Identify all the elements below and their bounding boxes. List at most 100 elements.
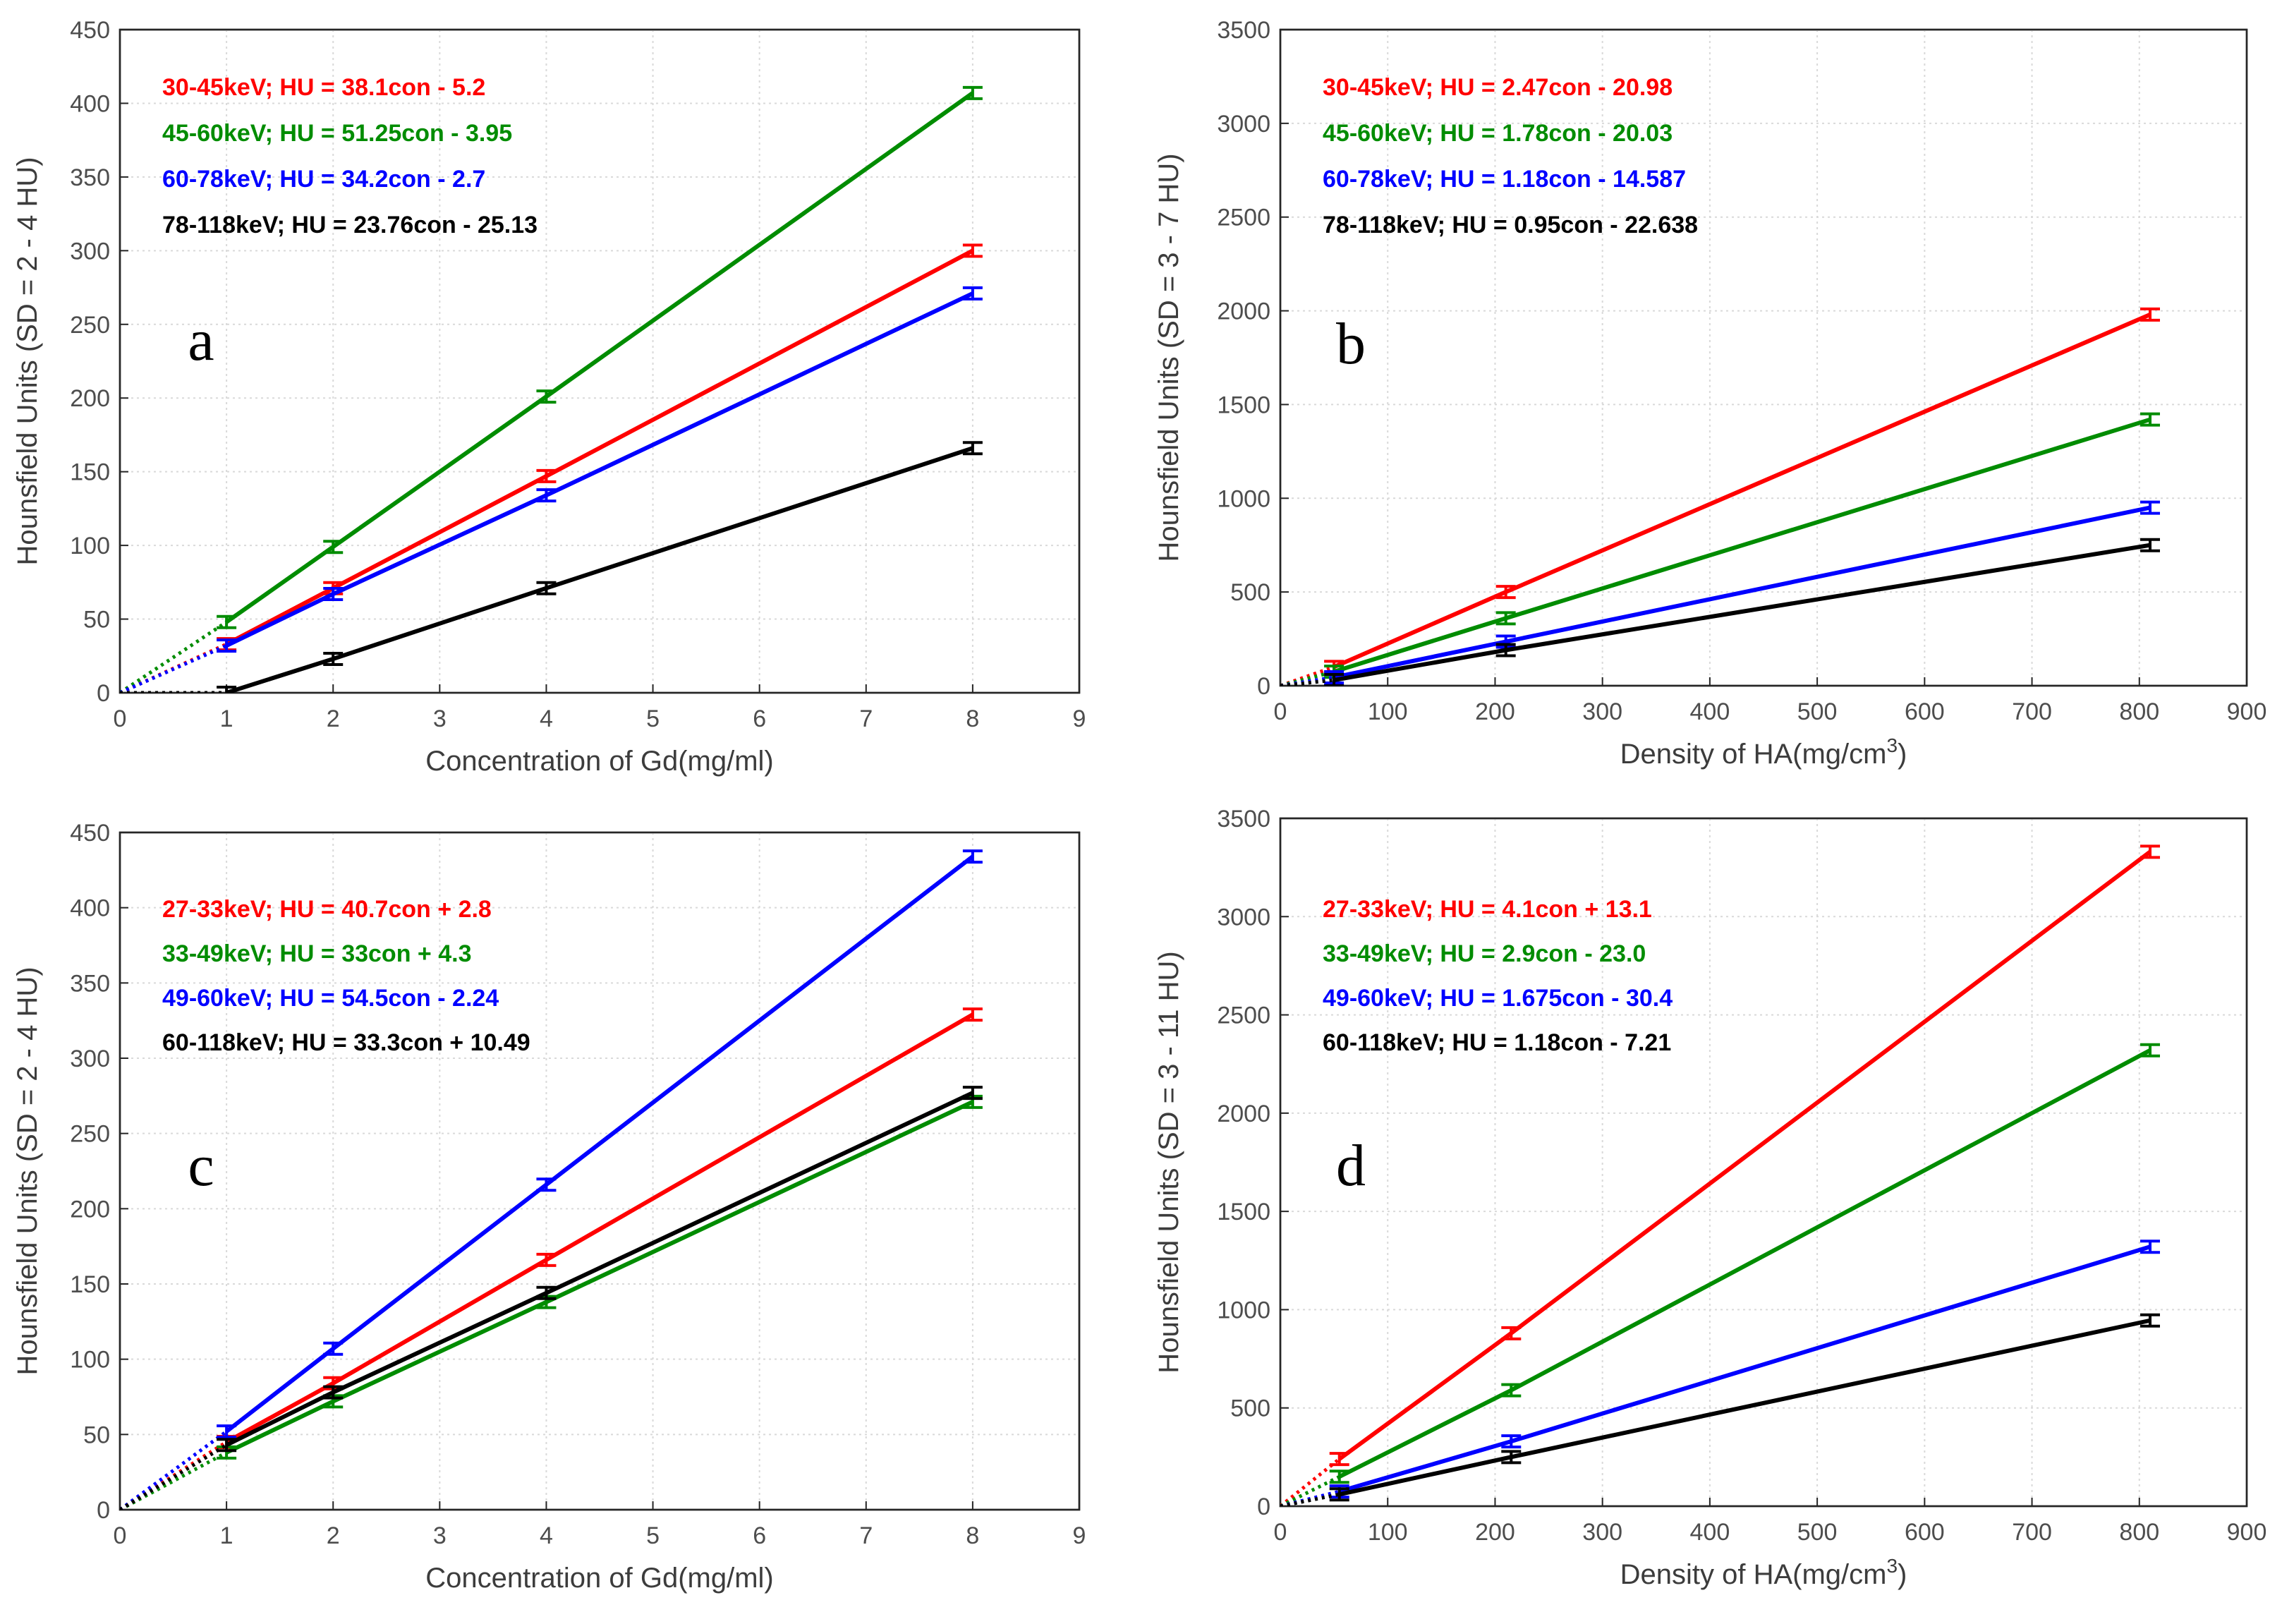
plot-area	[119, 831, 1081, 1511]
y-tick-label: 200	[70, 1196, 110, 1223]
series-78-118keV-errorbar	[217, 686, 237, 693]
y-tick-label: 0	[1257, 1493, 1270, 1520]
x-tick-label: 5	[646, 1522, 660, 1549]
plot-area	[1279, 28, 2248, 687]
series-60-118keV-line	[225, 1091, 974, 1447]
series-78-118keV-errorbar	[962, 441, 983, 456]
y-axis-label: Hounsfield Units (SD = 3 - 11 HU)	[1153, 951, 1184, 1373]
series-45-60keV-equation: 45-60keV; HU = 1.78con - 20.03	[1323, 120, 1673, 147]
x-tick-label: 800	[2119, 1519, 2159, 1546]
y-tick-label: 1500	[1217, 1199, 1270, 1225]
y-tick-label: 350	[70, 970, 110, 997]
series-27-33keV-errorbar	[536, 1252, 557, 1267]
series-45-60keV-errorbar	[962, 85, 983, 100]
x-tick-label: 3	[433, 705, 447, 732]
y-tick-label: 500	[1230, 579, 1270, 606]
x-tick-label: 100	[1368, 698, 1408, 725]
x-axis-label: Density of HA(mg/cm3)	[1620, 1555, 1907, 1590]
series-30-45keV-equation: 30-45keV; HU = 38.1con - 5.2	[162, 74, 485, 101]
series-78-118keV-equation: 78-118keV; HU = 0.95con - 22.638	[1323, 212, 1698, 238]
y-tick-label: 1500	[1217, 392, 1270, 418]
x-axis-label: Concentration of Gd(mg/ml)	[425, 1563, 774, 1594]
series-78-118keV-errorbar	[1495, 643, 1516, 658]
series-27-33keV-equation: 27-33keV; HU = 4.1con + 13.1	[1323, 896, 1652, 923]
y-tick-label: 3000	[1217, 111, 1270, 138]
series-49-60keV-errorbar	[962, 849, 983, 864]
series-45-60keV-errorbar	[323, 540, 344, 555]
x-axis-label-superscript: 3	[1886, 1555, 1898, 1577]
series-45-60keV-errorbar	[536, 389, 557, 404]
y-axis-label: Hounsfield Units (SD = 3 - 7 HU)	[1153, 153, 1184, 562]
x-tick-label: 400	[1690, 1519, 1730, 1546]
series-49-60keV-errorbar	[2140, 1240, 2160, 1254]
series-60-78keV-errorbar	[217, 638, 237, 653]
y-tick-label: 0	[1257, 673, 1270, 700]
x-tick-label: 2	[327, 1522, 340, 1549]
y-tick-label: 150	[70, 459, 110, 486]
panel-label: d	[1336, 1133, 1366, 1199]
x-tick-label: 6	[753, 705, 766, 732]
series-60-118keV-equation: 60-118keV; HU = 33.3con + 10.49	[162, 1029, 530, 1056]
series-60-78keV-errorbar	[323, 587, 344, 602]
x-tick-label: 600	[1905, 1519, 1945, 1546]
x-tick-label: 1	[220, 1522, 233, 1549]
y-tick-label: 1000	[1217, 1297, 1270, 1323]
x-tick-label: 200	[1475, 698, 1515, 725]
y-tick-label: 2500	[1217, 1002, 1270, 1029]
x-tick-label: 400	[1690, 698, 1730, 725]
x-tick-label: 0	[1274, 698, 1287, 725]
series-49-60keV-errorbar	[323, 1341, 344, 1356]
series-33-49keV-errorbar	[1329, 1470, 1349, 1484]
y-tick-label: 450	[70, 17, 110, 44]
series-33-49keV-line	[225, 1100, 974, 1455]
series-60-78keV-equation: 60-78keV; HU = 1.18con - 14.587	[1323, 166, 1686, 193]
x-axis-label-superscript: 3	[1886, 734, 1898, 756]
y-tick-label: 2500	[1217, 205, 1270, 231]
plot-frame	[1279, 817, 2248, 1508]
y-tick-label: 3500	[1217, 17, 1270, 44]
y-tick-label: 300	[70, 238, 110, 265]
x-tick-label: 200	[1475, 1519, 1515, 1546]
x-tick-label: 7	[859, 705, 873, 732]
series-60-118keV-errorbar	[536, 1285, 557, 1300]
series-27-33keV-errorbar	[962, 1007, 983, 1022]
x-tick-label: 900	[2227, 698, 2267, 725]
x-tick-label: 4	[540, 705, 553, 732]
y-tick-label: 250	[70, 1121, 110, 1148]
series-30-45keV-errorbar	[1495, 585, 1516, 600]
y-tick-label: 1000	[1217, 485, 1270, 512]
x-tick-label: 600	[1905, 698, 1945, 725]
y-tick-label: 500	[1230, 1395, 1270, 1422]
x-tick-label: 8	[966, 705, 979, 732]
series-27-33keV-errorbar	[1329, 1452, 1349, 1467]
y-tick-label: 250	[70, 312, 110, 339]
y-tick-label: 3500	[1217, 806, 1270, 832]
series-45-60keV-errorbar	[2140, 412, 2160, 427]
y-tick-label: 100	[70, 1347, 110, 1374]
series-45-60keV-equation: 45-60keV; HU = 51.25con - 3.95	[162, 120, 512, 147]
series-45-60keV-line	[225, 91, 974, 624]
x-tick-label: 0	[1274, 1519, 1287, 1546]
x-tick-label: 500	[1797, 1519, 1838, 1546]
y-tick-label: 400	[70, 90, 110, 117]
y-tick-label: 50	[83, 607, 110, 634]
series-33-49keV-equation: 33-49keV; HU = 33con + 4.3	[162, 940, 471, 967]
y-tick-label: 0	[97, 680, 110, 707]
plot-frame	[119, 831, 1081, 1511]
x-tick-label: 6	[753, 1522, 766, 1549]
x-tick-label: 4	[540, 1522, 553, 1549]
x-tick-label: 0	[114, 705, 127, 732]
series-49-60keV-equation: 49-60keV; HU = 1.675con - 30.4	[1323, 985, 1673, 1012]
chart-panel-d: 0 100 200 300 400 500 600 700 800 900 0 500 1000 1500…	[1153, 806, 2266, 1590]
x-tick-label: 8	[966, 1522, 979, 1549]
y-axis-label: Hounsfield Units (SD = 2 - 4 HU)	[12, 157, 43, 565]
series-78-118keV-extrapolation	[1280, 678, 1335, 686]
series-33-49keV-errorbar	[1501, 1383, 1522, 1398]
data-layer	[120, 85, 983, 693]
x-tick-label: 700	[2012, 1519, 2052, 1546]
series-49-60keV-errorbar	[536, 1177, 557, 1192]
panel-label: b	[1336, 311, 1366, 377]
chart-panel-a: 0 1 2 3 4 5 6 7 8 9 0 50 100 150 200 250 300 350 400 450 Con…	[12, 17, 1086, 777]
series-27-33keV-extrapolation	[1280, 1458, 1341, 1506]
